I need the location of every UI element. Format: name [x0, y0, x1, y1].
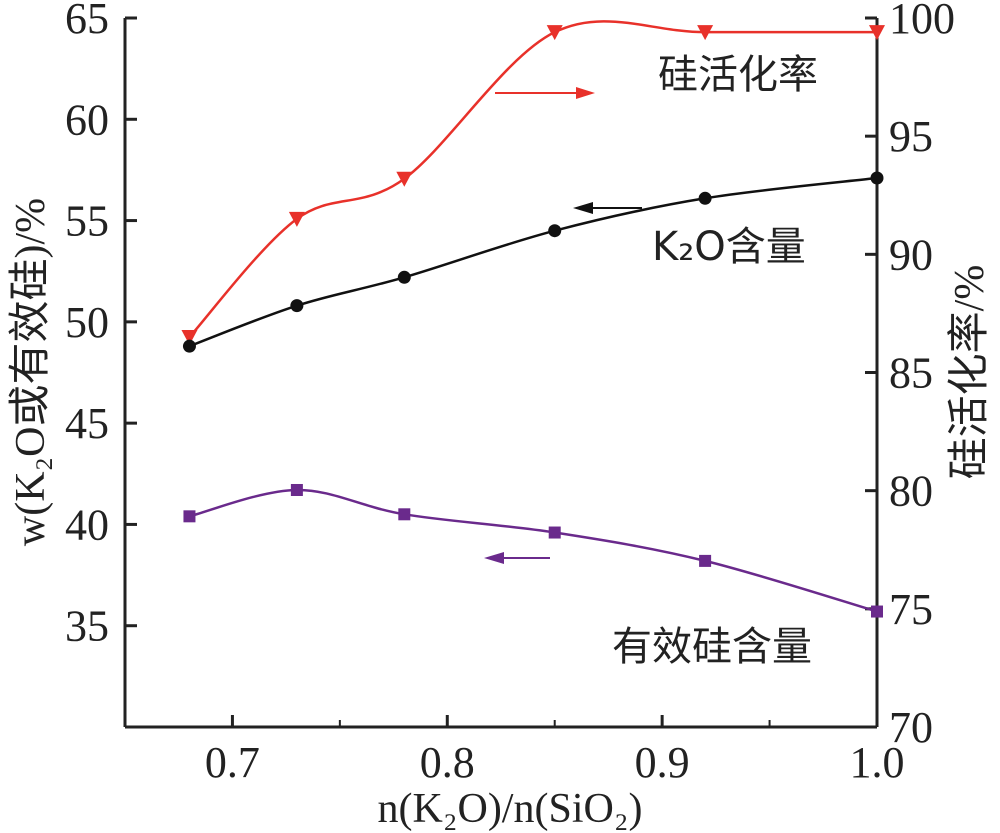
y-left-tick-label: 50	[65, 298, 109, 347]
data-point	[870, 171, 884, 185]
series-2	[183, 483, 883, 618]
x-tick-label: 0.7	[205, 738, 260, 787]
y-right-tick-label: 70	[889, 703, 933, 752]
data-point	[699, 554, 712, 567]
y-left-tick-label: 40	[65, 500, 109, 549]
y-left-tick-label: 55	[65, 197, 109, 246]
data-point	[182, 339, 196, 353]
data-point	[869, 25, 885, 41]
data-point	[871, 605, 883, 618]
data-point	[181, 330, 198, 346]
y-left-tick-label: 35	[65, 602, 109, 651]
y-right-tick-label: 80	[889, 467, 933, 516]
y-left-tick-label: 60	[65, 95, 109, 144]
series-line	[188, 20, 877, 338]
data-point	[548, 224, 562, 238]
y-left-tick-label: 65	[65, 0, 109, 43]
annotation-arrows	[484, 87, 642, 564]
series-layer	[181, 20, 885, 618]
x-tick-label: 1.0	[850, 738, 905, 787]
arrow-right-silicon-activation	[495, 87, 595, 99]
ticks	[124, 16, 879, 729]
arrow-left-effective-si	[484, 552, 550, 564]
annotation-k2o-content: K₂O含量	[652, 224, 806, 270]
y-axis-title-left: w(K₂O或有效硅)/%	[8, 198, 54, 546]
data-point	[397, 270, 411, 284]
y-right-tick-label: 90	[889, 230, 933, 279]
data-point	[546, 25, 563, 41]
data-point	[698, 191, 712, 205]
series-1	[182, 171, 884, 353]
y-axis-title-right: 硅活化率/%	[946, 265, 993, 480]
series-0	[181, 20, 885, 346]
tick-labels: 0.7 0.8 0.9 1.0 35 40 45 50 55 60 65 70 75 80 85 90 95 10…	[65, 0, 955, 787]
series-line	[189, 488, 878, 613]
data-point	[288, 211, 305, 227]
arrow-left-k2o	[573, 202, 642, 214]
annotation-effective-silicon: 有效硅含量	[612, 624, 812, 670]
data-point	[290, 299, 304, 313]
y-right-tick-label: 75	[889, 585, 933, 634]
data-point	[396, 171, 413, 187]
data-point	[548, 526, 561, 539]
x-tick-label: 0.9	[635, 738, 690, 787]
y-left-tick-label: 45	[65, 399, 109, 448]
data-point	[697, 25, 714, 41]
y-right-tick-label: 100	[889, 0, 955, 43]
data-point	[398, 508, 411, 521]
data-point	[183, 510, 196, 523]
x-tick-label: 0.8	[420, 738, 475, 787]
axes	[123, 18, 879, 729]
x-axis-title: n(K₂O)/n(SiO₂)	[378, 786, 643, 832]
y-right-tick-label: 85	[889, 349, 933, 398]
data-point	[290, 483, 303, 496]
annotation-silicon-activation: 硅活化率	[658, 52, 818, 98]
y-right-tick-label: 95	[889, 112, 933, 161]
